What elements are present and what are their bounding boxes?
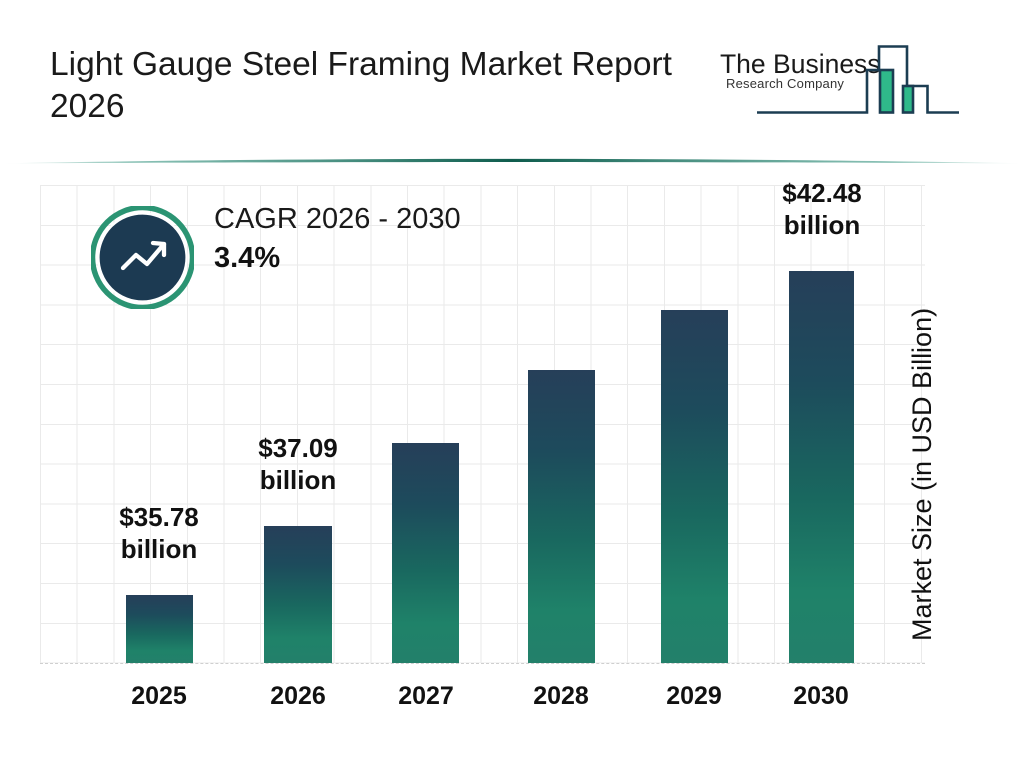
- svg-text:Research Company: Research Company: [726, 76, 844, 91]
- svg-text:The Business: The Business: [720, 49, 881, 79]
